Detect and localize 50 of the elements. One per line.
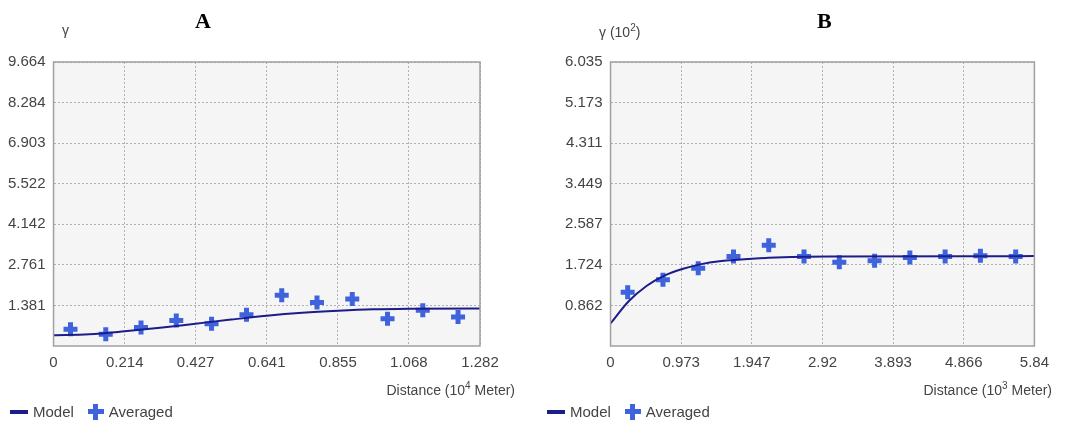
point bbox=[723, 247, 743, 267]
legend-label: Model bbox=[33, 403, 74, 420]
x-tick-label: 2.92 bbox=[807, 353, 838, 371]
line-series bbox=[53, 307, 480, 337]
y-tick-label: 4.311 bbox=[566, 133, 603, 151]
x-tick-label: 0.855 bbox=[319, 353, 357, 371]
point bbox=[759, 235, 779, 255]
x-tick-label: 3.893 bbox=[874, 353, 912, 371]
y-axis-title: γ (10$^{2}$) bbox=[599, 22, 641, 40]
x-tick-label: 0.214 bbox=[105, 353, 144, 371]
x-tick-label: 0.973 bbox=[662, 353, 700, 371]
legend-label: Averaged bbox=[108, 403, 173, 420]
x-tick-label: 1.947 bbox=[733, 353, 771, 371]
x-tick-label: 0.641 bbox=[247, 353, 286, 371]
point bbox=[131, 317, 151, 337]
x-tick-label: 0 bbox=[606, 353, 615, 371]
y-axis-title: γ bbox=[62, 22, 69, 38]
y-tick-label: 1.724 bbox=[564, 255, 603, 273]
line-series bbox=[610, 255, 1035, 325]
y-tick-label: 2.761 bbox=[7, 255, 46, 272]
y-tick-label: 5.173 bbox=[564, 92, 603, 110]
x-tick-label: 5.84 bbox=[1019, 353, 1049, 371]
y-tick-label: 6.035 bbox=[564, 52, 603, 70]
chart-title: B bbox=[817, 8, 832, 34]
point bbox=[618, 282, 638, 302]
chart-title: A bbox=[195, 8, 211, 34]
y-tick-label: 0.862 bbox=[564, 295, 603, 313]
y-tick-label: 4.142 bbox=[7, 214, 46, 232]
point bbox=[236, 305, 256, 325]
legend-label: Averaged bbox=[645, 403, 710, 420]
y-tick-label: 1.381 bbox=[7, 295, 46, 313]
x-tick-label: 0.427 bbox=[176, 353, 215, 371]
point bbox=[342, 289, 362, 309]
x-tick-label: 1.068 bbox=[390, 353, 428, 371]
x-tick-label: 0 bbox=[49, 353, 58, 371]
y-tick-label: 3.449 bbox=[564, 173, 603, 191]
legend-label: Model bbox=[570, 403, 611, 420]
y-tick-label: 2.587 bbox=[564, 214, 603, 232]
y-tick-label: 6.903 bbox=[7, 133, 46, 151]
point bbox=[448, 307, 468, 327]
x-axis-title: Distance (10$^{3}$ Meter) bbox=[923, 380, 1052, 398]
x-axis-title: Distance (10$^{4}$ Meter) bbox=[386, 380, 515, 398]
y-tick-label: 8.284 bbox=[7, 92, 46, 110]
y-tick-label: 9.664 bbox=[7, 52, 46, 70]
point bbox=[378, 309, 398, 329]
x-tick-label: 4.866 bbox=[944, 353, 983, 371]
y-tick-label: 5.522 bbox=[7, 173, 46, 191]
point bbox=[272, 285, 292, 305]
x-tick-label: 1.282 bbox=[461, 353, 499, 371]
point bbox=[307, 293, 327, 313]
